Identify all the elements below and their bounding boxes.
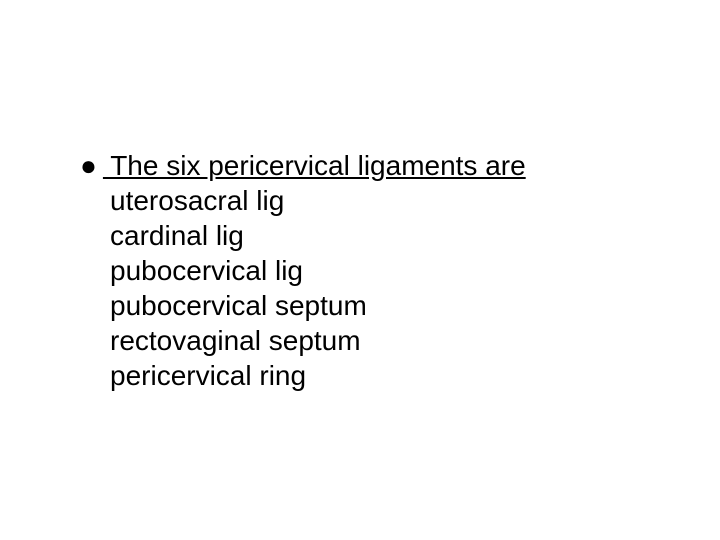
list-item: pubocervical septum	[80, 288, 720, 323]
list-item: cardinal lig	[80, 218, 720, 253]
list-item: rectovaginal septum	[80, 323, 720, 358]
slide: ● The six pericervical ligaments are ute…	[0, 0, 720, 540]
list-item: pericervical ring	[80, 358, 720, 393]
list-item: pubocervical lig	[80, 253, 720, 288]
heading-text: The six pericervical ligaments are	[103, 148, 526, 183]
heading-row: ● The six pericervical ligaments are	[80, 148, 720, 183]
list-item: uterosacral lig	[80, 183, 720, 218]
bullet-icon: ●	[80, 148, 97, 183]
